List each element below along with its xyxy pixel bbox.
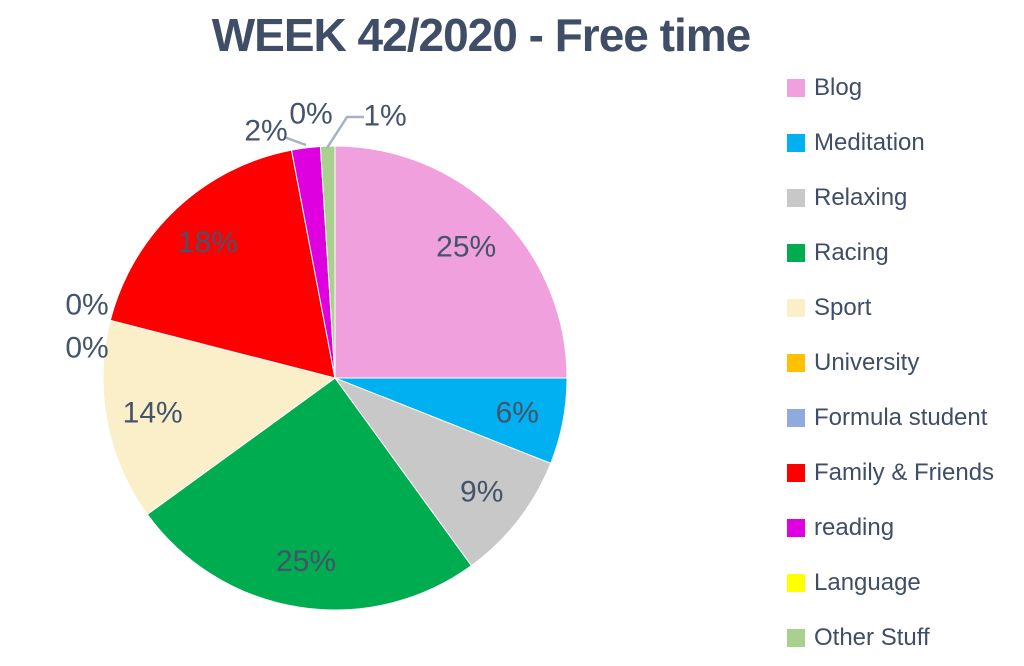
pie-slice-sport[interactable]	[102, 319, 336, 515]
legend-swatch-racing	[787, 243, 805, 262]
legend-swatch-family-friends	[787, 463, 805, 482]
legend-item-racing[interactable]: Racing	[787, 225, 994, 280]
data-label-relaxing: 9%	[460, 475, 503, 508]
data-label-university: 0%	[65, 289, 108, 322]
legend-item-language[interactable]: Language	[787, 555, 994, 610]
pie-slice-racing[interactable]	[146, 377, 472, 611]
legend-label-other-stuff: Other Stuff	[814, 623, 930, 651]
legend-item-reading[interactable]: reading	[787, 500, 994, 555]
legend-item-meditation[interactable]: Meditation	[787, 115, 994, 170]
pie-slice-relaxing[interactable]	[334, 377, 552, 567]
legend-swatch-meditation	[787, 133, 805, 152]
legend-swatch-language	[787, 573, 805, 592]
legend-swatch-formula-student	[787, 408, 805, 427]
pie-slice-family-friends[interactable]	[109, 149, 336, 379]
data-label-formula-student: 0%	[65, 332, 108, 365]
data-label-racing: 25%	[276, 545, 336, 578]
legend-label-blog: Blog	[814, 73, 863, 101]
data-label-reading: 2%	[244, 115, 287, 148]
legend-swatch-blog	[787, 78, 805, 97]
leader-lines	[283, 115, 364, 149]
legend-item-other-stuff[interactable]: Other Stuff	[787, 610, 994, 665]
data-label-other-stuff: 1%	[363, 100, 406, 133]
legend-label-language: Language	[814, 568, 921, 596]
chart-legend: Blog Meditation Relaxing Racing Sport Univers…	[787, 60, 994, 665]
chart-title: WEEK 42/2020 - Free time	[211, 9, 751, 61]
pie-slices	[102, 145, 568, 611]
legend-label-formula-student: Formula student	[814, 403, 988, 431]
data-label-sport: 14%	[123, 396, 183, 429]
legend-label-racing: Racing	[814, 238, 889, 266]
legend-item-family-friends[interactable]: Family & Friends	[787, 445, 994, 500]
legend-swatch-reading	[787, 518, 805, 537]
legend-item-relaxing[interactable]: Relaxing	[787, 170, 994, 225]
pie-slice-blog[interactable]	[334, 145, 568, 379]
legend-item-formula-student[interactable]: Formula student	[787, 390, 994, 445]
legend-item-sport[interactable]: Sport	[787, 280, 994, 335]
legend-item-blog[interactable]: Blog	[787, 60, 994, 115]
data-label-family-friends: 18%	[178, 226, 238, 259]
legend-swatch-other-stuff	[787, 628, 805, 647]
legend-label-sport: Sport	[814, 293, 872, 321]
legend-swatch-sport	[787, 298, 805, 317]
leader-line-reading	[283, 135, 307, 147]
legend-label-reading: reading	[814, 513, 895, 541]
legend-swatch-relaxing	[787, 188, 805, 207]
legend-label-relaxing: Relaxing	[814, 183, 908, 211]
data-labels: 25%6%9%25%14%0%0%18%2%0% 1%	[65, 98, 539, 578]
leader-line-other-stuff	[325, 115, 364, 149]
data-label-language: 0%	[289, 98, 332, 131]
data-label-meditation: 6%	[496, 396, 539, 429]
legend-item-university[interactable]: University	[787, 335, 994, 390]
legend-label-family-friends: Family & Friends	[814, 458, 995, 486]
legend-label-meditation: Meditation	[814, 128, 925, 156]
data-label-blog: 25%	[436, 230, 496, 263]
legend-label-university: University	[814, 348, 920, 376]
legend-swatch-university	[787, 353, 805, 372]
